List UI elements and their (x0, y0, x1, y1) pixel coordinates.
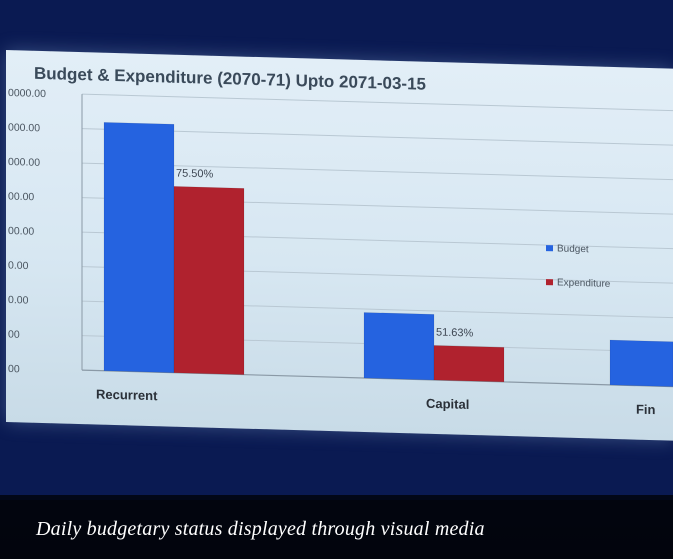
legend-label-budget: Budget (557, 243, 589, 255)
bar-budget-fin (609, 339, 673, 387)
y-tick-label: 0000.00 (8, 87, 46, 100)
gridline (82, 93, 673, 112)
gridline (82, 162, 673, 181)
gridline (82, 128, 673, 146)
data-label-percent: 75.50% (176, 167, 214, 180)
y-tick-label: 00 (8, 363, 20, 375)
legend-swatch-budget (546, 245, 553, 252)
chart-title: Budget & Expenditure (2070-71) Upto 2071… (34, 64, 426, 94)
bar-budget-recurrent (103, 122, 175, 373)
bar-expenditure-recurrent (173, 186, 245, 375)
x-category-label: Recurrent (96, 387, 158, 404)
bar-expenditure-capital (433, 345, 505, 383)
bar-chart: Budget & Expenditure (2070-71) Upto 2071… (8, 64, 673, 418)
y-tick-label: 0.00 (8, 260, 29, 273)
y-tick-label: 000.00 (8, 156, 40, 169)
caption-band: Daily budgetary status displayed through… (0, 495, 673, 559)
y-tick-label: 00 (8, 329, 20, 341)
legend-swatch-expenditure (546, 279, 553, 286)
projected-slide: Budget & Expenditure (2070-71) Upto 2071… (6, 50, 673, 441)
y-tick-label: 0.00 (8, 294, 29, 307)
y-tick-label: 00.00 (8, 191, 34, 204)
photo-caption: Daily budgetary status displayed through… (36, 518, 485, 540)
x-category-label: Fin (636, 402, 656, 418)
legend-label-expenditure: Expenditure (557, 277, 611, 290)
bar-budget-capital (363, 312, 435, 381)
data-label-percent: 51.63% (436, 327, 474, 340)
projector-screen: Budget & Expenditure (2070-71) Upto 2071… (0, 0, 673, 500)
y-tick-label: 000.00 (8, 122, 40, 135)
x-category-label: Capital (426, 396, 469, 412)
y-tick-label: 00.00 (8, 225, 34, 238)
